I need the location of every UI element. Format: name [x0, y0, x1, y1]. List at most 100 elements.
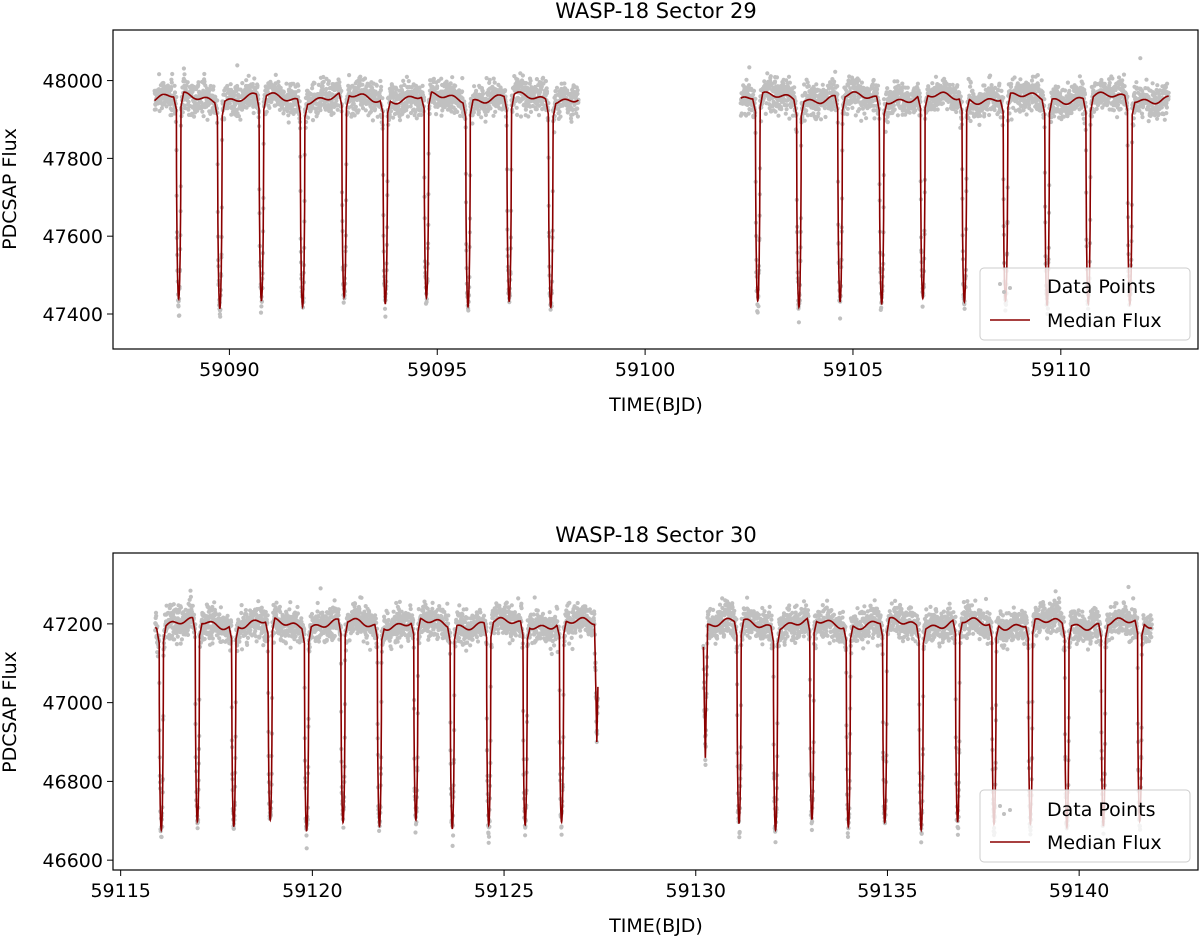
data-point [356, 108, 361, 113]
data-point [1035, 73, 1040, 78]
data-point [175, 634, 180, 639]
data-point [913, 108, 918, 113]
data-point [885, 120, 890, 125]
data-point [554, 85, 560, 90]
data-point [1039, 78, 1044, 83]
legend: Data Points Median Flux [979, 267, 1191, 341]
data-point [227, 101, 232, 106]
chart-title: WASP-18 Sector 29 [555, 0, 756, 23]
data-point [1121, 72, 1127, 77]
data-point [935, 107, 940, 112]
data-point [1166, 90, 1171, 95]
data-point [543, 79, 549, 84]
data-point [379, 84, 384, 89]
data-point [1056, 84, 1061, 90]
data-point [756, 304, 761, 309]
data-point [879, 305, 884, 310]
data-point [246, 73, 251, 78]
data-point [787, 116, 792, 121]
data-point [267, 105, 272, 110]
data-point [326, 79, 331, 84]
data-point [284, 81, 289, 86]
data-point [218, 314, 223, 319]
data-point [353, 104, 358, 109]
data-point [523, 107, 529, 112]
data-point [414, 116, 419, 121]
data-point [269, 99, 274, 105]
data-point [370, 118, 375, 123]
data-point [1134, 80, 1139, 85]
data-point [957, 90, 962, 95]
data-point [753, 96, 758, 101]
data-point [1102, 81, 1107, 86]
data-point [534, 107, 539, 112]
data-point [185, 80, 190, 85]
data-point [259, 304, 264, 309]
data-point [1009, 117, 1014, 122]
data-point [363, 108, 368, 113]
data-point [772, 79, 778, 84]
data-point [169, 80, 174, 85]
data-point [940, 101, 946, 106]
data-point [933, 74, 939, 79]
data-point [528, 78, 533, 83]
data-point [210, 641, 215, 646]
data-point [210, 636, 215, 641]
y-tick-label: 48000 [43, 71, 103, 93]
data-point [1063, 88, 1068, 93]
data-point [1155, 116, 1160, 121]
data-point [316, 82, 321, 87]
data-point [406, 79, 411, 84]
data-point [536, 113, 542, 118]
data-point [185, 632, 191, 638]
data-point [895, 113, 901, 118]
data-point [178, 605, 183, 610]
data-point [258, 310, 264, 315]
data-point [488, 106, 493, 111]
data-point [541, 75, 546, 80]
data-point [785, 103, 790, 108]
data-point [768, 74, 773, 79]
data-point [368, 109, 374, 114]
data-point [982, 111, 987, 116]
data-point [859, 118, 864, 123]
data-point [1118, 106, 1123, 112]
data-point [1150, 81, 1155, 86]
y-tick-label: 47600 [43, 226, 103, 248]
data-point [413, 109, 418, 115]
data-point [273, 72, 278, 77]
data-point [895, 79, 900, 84]
data-point [891, 103, 897, 108]
data-point [312, 81, 317, 86]
panel-sector-29: WASP-18 Sector 29 59090 59095 59100 59105 59… [0, 0, 1199, 416]
data-point [285, 108, 290, 114]
data-point [802, 118, 807, 123]
data-point [159, 106, 164, 111]
data-point [832, 79, 837, 84]
data-point [1024, 112, 1029, 117]
data-point [330, 92, 335, 98]
data-point [787, 80, 793, 85]
x-tick-label: 59095 [407, 359, 467, 381]
legend-label-data-points: Data Points [1047, 276, 1155, 298]
data-point [217, 636, 222, 641]
data-point [518, 114, 524, 119]
data-point [388, 109, 394, 114]
data-point [434, 112, 439, 117]
data-point [917, 91, 922, 96]
data-point [397, 118, 403, 123]
data-point [874, 91, 880, 96]
x-tick-label: 59105 [823, 359, 883, 381]
data-point [229, 112, 234, 117]
data-point [773, 109, 778, 114]
data-point [503, 88, 508, 93]
data-point [202, 636, 207, 642]
legend-scatter-marker [1008, 286, 1012, 290]
data-point [476, 110, 481, 115]
data-point [762, 79, 767, 84]
panel-sector-30: WASP-18 Sector 30 59115 59120 59125 59130 59… [0, 523, 1199, 937]
data-point [520, 73, 526, 78]
data-point [391, 95, 396, 101]
data-point [391, 115, 396, 120]
